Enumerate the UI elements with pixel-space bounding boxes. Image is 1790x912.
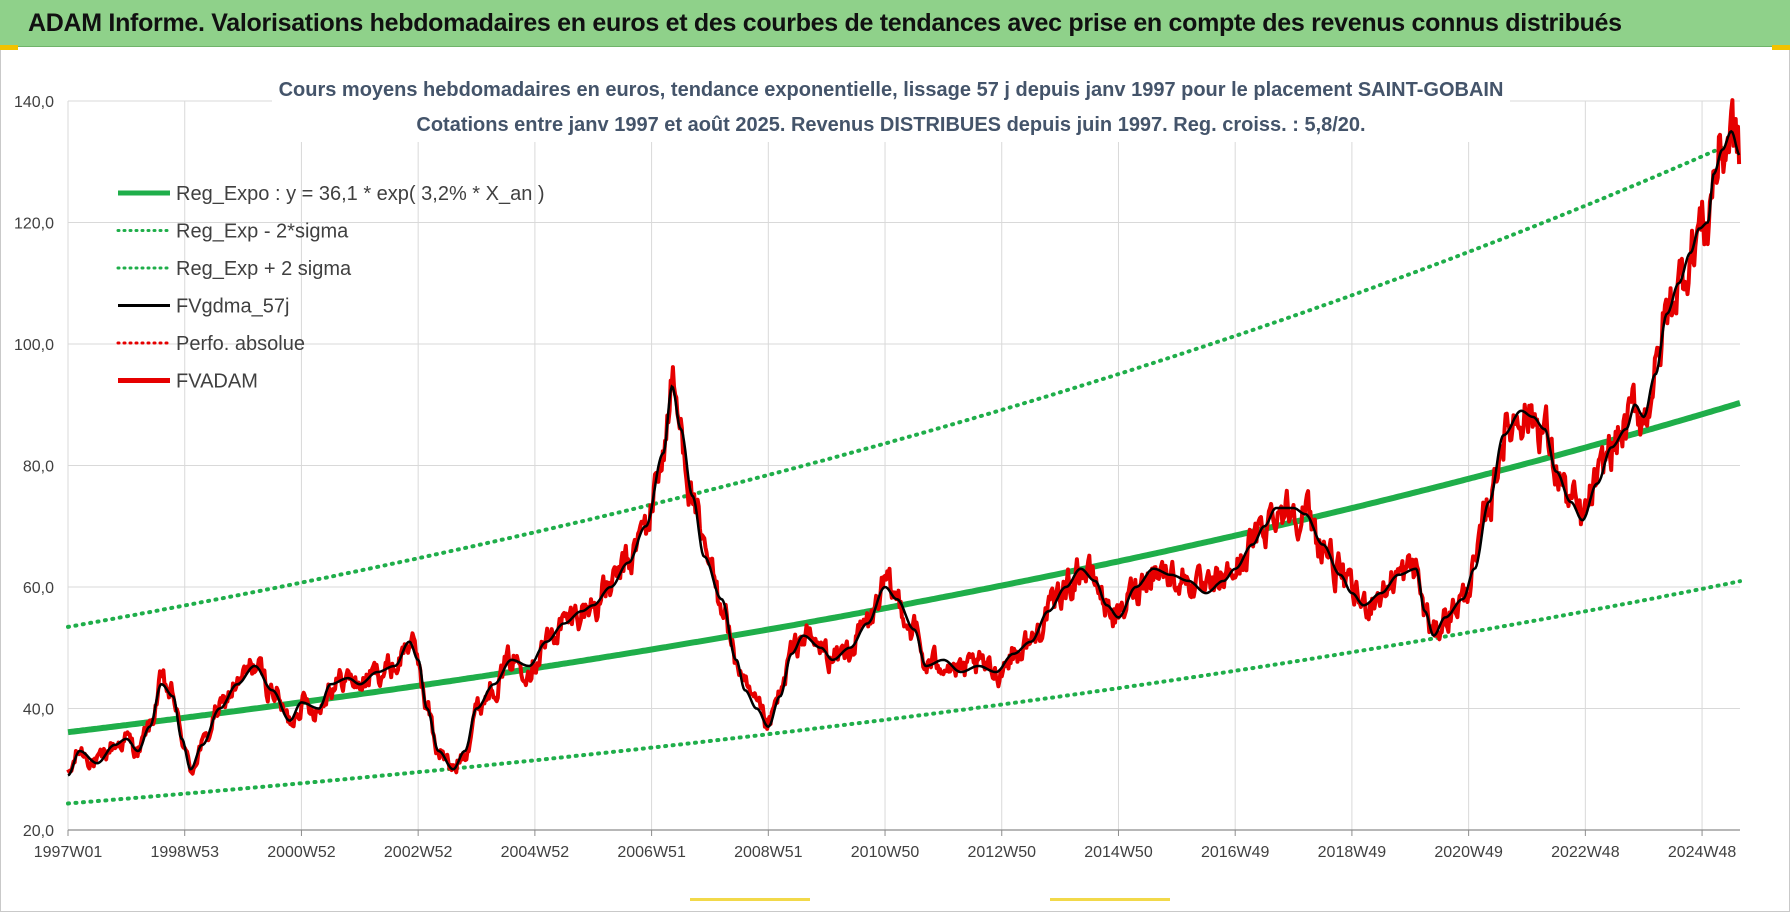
x-tick-label: 2014W50 xyxy=(1084,844,1153,861)
x-tick-label: 1998W53 xyxy=(150,844,219,861)
x-tick-label: 2012W50 xyxy=(968,844,1037,861)
fvadam-line xyxy=(66,98,1742,776)
grid-lines xyxy=(67,100,1740,831)
axes: 20,0 40,0 60,0 80,0 100,0 120,0 140,0 1997W01 19… xyxy=(14,94,1740,861)
legend-label: Reg_Exp + 2 sigma xyxy=(176,258,352,280)
x-tick-label: 2010W50 xyxy=(851,844,920,861)
bottom-accent-left xyxy=(690,898,810,901)
title-banner: ADAM Informe. Valorisations hebdomadaire… xyxy=(0,0,1790,47)
corner-marker-left xyxy=(0,45,18,50)
legend-label: Perfo. absolue xyxy=(176,333,305,355)
bottom-accent-right xyxy=(1050,898,1170,901)
x-tick-label: 2008W51 xyxy=(734,844,803,861)
x-tick-label: 2004W52 xyxy=(501,844,570,861)
x-tick-label: 2002W52 xyxy=(384,844,453,861)
y-tick-label: 20,0 xyxy=(23,823,54,840)
y-tick-label: 100,0 xyxy=(14,337,54,354)
x-tick-label: 2020W49 xyxy=(1434,844,1503,861)
legend-label: Reg_Expo : y = 36,1 * exp( 3,2% * X_an ) xyxy=(176,183,545,205)
y-tick-label: 60,0 xyxy=(23,580,54,597)
chart-title-line2: Cotations entre janv 1997 et août 2025. … xyxy=(416,114,1365,136)
chart-title-line1: Cours moyens hebdomadaires en euros, ten… xyxy=(279,79,1504,101)
reg-exp-minus-2sigma-line xyxy=(66,579,1742,806)
chart-legend: Reg_Expo : y = 36,1 * exp( 3,2% * X_an )… xyxy=(116,183,545,393)
x-tick-label: 2024W48 xyxy=(1668,844,1737,861)
legend-label: FVADAM xyxy=(176,371,258,393)
chart-curves xyxy=(66,98,1742,806)
reg-expo-line xyxy=(67,400,1741,736)
banner-title: ADAM Informe. Valorisations hebdomadaire… xyxy=(28,9,1622,37)
legend-label: Reg_Exp - 2*sigma xyxy=(176,221,349,243)
x-tick-label: 2018W49 xyxy=(1318,844,1387,861)
chart-title-bg xyxy=(272,72,1510,142)
x-tick-label: 2000W52 xyxy=(267,844,336,861)
x-tick-label: 2006W51 xyxy=(617,844,686,861)
reg-exp-plus-2sigma-line xyxy=(66,137,1742,629)
corner-marker-right xyxy=(1772,45,1790,50)
y-tick-label: 80,0 xyxy=(23,459,54,476)
y-tick-label: 120,0 xyxy=(14,216,54,233)
x-tick-label: 2022W48 xyxy=(1551,844,1620,861)
legend-label: FVgdma_57j xyxy=(176,296,289,318)
y-tick-label: 140,0 xyxy=(14,94,54,111)
x-tick-label: 1997W01 xyxy=(34,844,103,861)
y-tick-label: 40,0 xyxy=(23,702,54,719)
chart-title-block: Cours moyens hebdomadaires en euros, ten… xyxy=(272,72,1510,142)
fvgdma-57j-line xyxy=(67,129,1741,777)
x-tick-label: 2016W49 xyxy=(1201,844,1270,861)
